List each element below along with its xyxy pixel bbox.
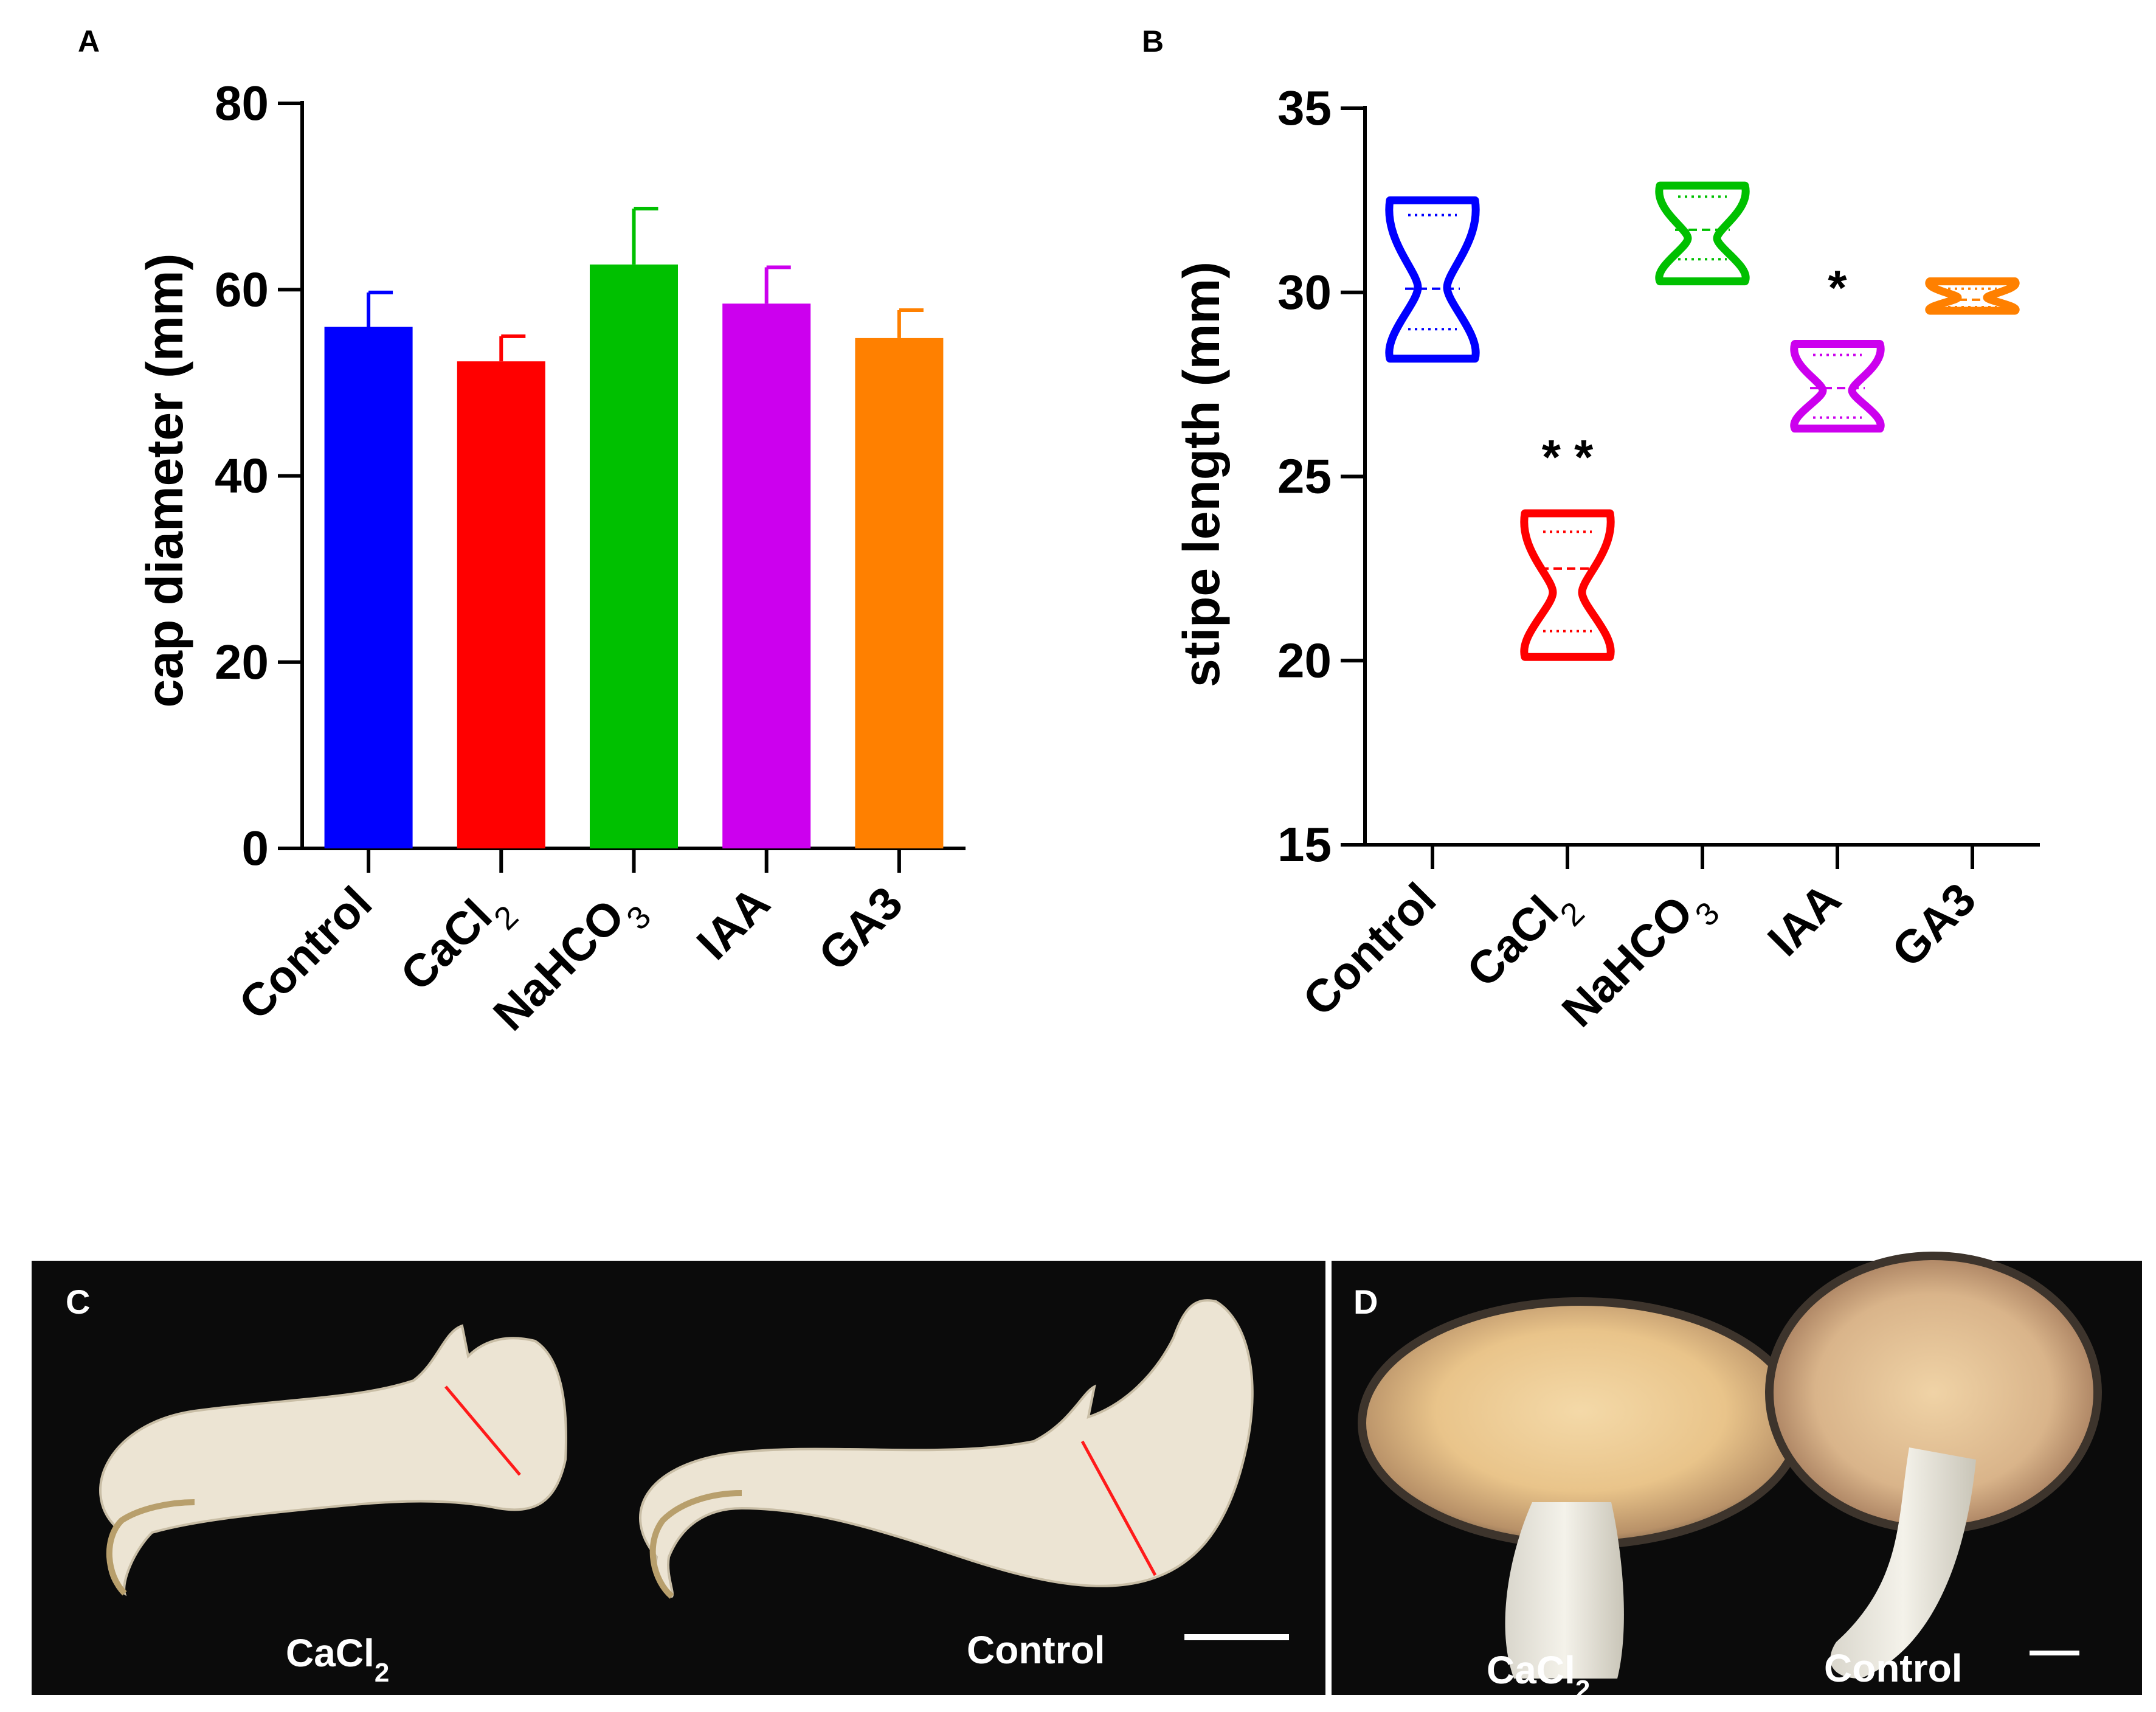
- chart-b-x-tick-label: Control: [1293, 873, 1446, 1026]
- photo-c-label-control: Control: [967, 1628, 1105, 1672]
- chart-a-x-tick-label: NaHCO3: [483, 877, 657, 1051]
- chart-a-bar: [590, 264, 678, 848]
- chart-b-violin: [1385, 196, 1480, 363]
- chart-b-significance-marker: *: [1828, 261, 1847, 315]
- panel-b-label: B: [1142, 24, 1164, 58]
- photo-panel-c: C CaCl2 Control: [32, 1261, 1325, 1695]
- photo-c-label-cacl2: CaCl2: [286, 1631, 389, 1688]
- chart-a-x-tick-label: IAA: [687, 877, 780, 970]
- panel-d-label: D: [1353, 1283, 1378, 1321]
- control-measure-line: [1080, 1440, 1157, 1576]
- chart-b-y-tick-label: 30: [1277, 265, 1332, 319]
- control-stipe-section: [639, 1299, 1254, 1598]
- photo-d-label-control: Control: [1824, 1646, 1963, 1690]
- cacl2-cap-rim: [106, 1499, 195, 1596]
- chart-a-ylabel: cap diameter (mm): [136, 254, 193, 708]
- chart-b-x-tick-label: IAA: [1758, 873, 1851, 966]
- control-mushroom-stem: [1830, 1447, 1976, 1679]
- panel-c-label: C: [66, 1283, 90, 1321]
- chart-a-y-tick-label: 80: [215, 76, 269, 130]
- chart-b-y-tick-label: 15: [1277, 817, 1332, 872]
- chart-a-bar: [855, 338, 944, 848]
- chart-b-y-tick-label: 20: [1277, 633, 1332, 687]
- chart-b-ylabel: stipe length (mm): [1173, 262, 1230, 687]
- photo-d-label-cacl2: CaCl2: [1487, 1648, 1590, 1705]
- chart-a-y-tick-label: 40: [215, 449, 269, 503]
- control-cap-rim: [649, 1490, 742, 1599]
- cacl2-mushroom-stem: [1505, 1502, 1624, 1679]
- chart-a-y-tick-label: 0: [242, 821, 269, 875]
- chart-b-significance-marker: * *: [1542, 430, 1594, 484]
- chart-b-x-tick-label: NaHCO3: [1552, 873, 1726, 1047]
- chart-b-y-tick-label: 35: [1277, 81, 1332, 135]
- chart-b-violin: [1655, 181, 1750, 286]
- cacl2-measure-line: [444, 1385, 521, 1476]
- chart-a-bar: [457, 361, 545, 848]
- chart-b-x-tick-label: GA3: [1882, 873, 1986, 977]
- chart-a-bar: [722, 303, 811, 848]
- chart-a-x-tick-label: GA3: [809, 877, 913, 981]
- photo-panel-d: D CaCl2 Control: [1332, 1252, 2142, 1705]
- chart-b-violin: [1790, 340, 1885, 433]
- chart-a-x-tick-label: Control: [229, 877, 382, 1030]
- chart-b-violin: [1925, 277, 2020, 315]
- chart-a-y-tick-label: 60: [215, 262, 269, 316]
- chart-a-y-tick-label: 20: [215, 635, 269, 689]
- panel-a-label: A: [78, 24, 100, 58]
- chart-b-y-tick-label: 25: [1277, 449, 1332, 504]
- chart-a-bar: [324, 327, 413, 848]
- chart-b-violin: [1520, 509, 1615, 661]
